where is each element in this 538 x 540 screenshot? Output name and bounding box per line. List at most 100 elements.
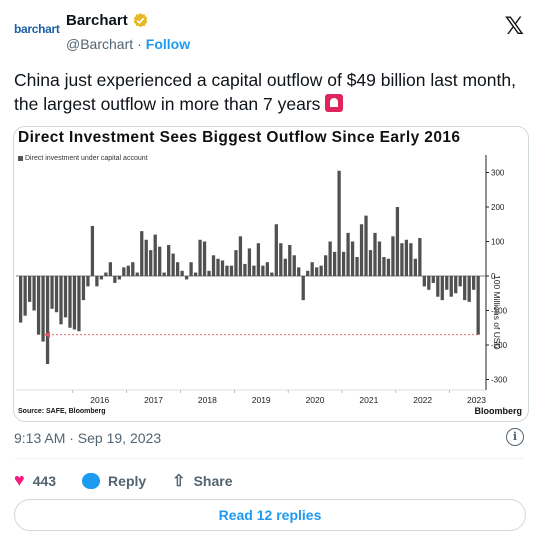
chart-source: Source: SAFE, Bloomberg [18,408,106,415]
bloomberg-brand: Bloomberg [474,406,522,416]
chart-bar [436,276,440,297]
handle-row: @Barchart · Follow [66,36,190,52]
chart-bar [184,276,189,280]
chart-bar [140,231,144,276]
x-tick-label: 2020 [306,395,325,405]
chart-bar [131,262,135,276]
chart-bar [467,276,471,302]
chart-bar [77,276,81,332]
x-logo-icon[interactable]: 𝕏 [504,12,524,40]
chart-bar [472,276,476,290]
chart-bar [45,276,50,364]
x-tick-label: 2018 [198,395,217,405]
chart-bar [283,258,287,276]
reference-arrow [44,331,50,338]
chart-bar [373,232,377,276]
chart-bar [144,239,148,276]
chart-bar [99,276,104,280]
chart-bar [252,265,256,276]
chart-bar [449,276,453,297]
chart-bar [350,241,355,276]
tweet-timestamp[interactable]: 9:13 AM · Sep 19, 2023 [14,430,162,446]
chart-bar [27,276,32,302]
chart-bar [386,258,391,276]
chart-bar [306,270,310,276]
x-tick-label: 2017 [144,395,163,405]
y-tick-label: -300 [491,376,508,385]
chart-bar [72,276,77,330]
chart-bar [440,276,444,301]
chart-bar [431,276,435,283]
chart-bar [95,276,99,287]
chart-bar [359,224,364,276]
y-tick-label: 200 [491,203,505,212]
chart-bar [301,276,305,301]
chart-bar [422,276,426,287]
barchart-avatar[interactable]: barchart [14,22,60,36]
x-tick-label: 2016 [90,395,109,405]
share-icon[interactable]: ⇧ [172,472,186,490]
chart-bar [220,260,225,276]
chart-bar [41,276,45,342]
chart-bar [418,238,422,276]
chart-bar [135,272,139,276]
chart-bar [346,232,350,276]
bar-chart: 300 200 100 0 -100 -200 -300 2016 2017 2018 2019 20… [16,155,508,405]
chart-bar [400,243,404,276]
chart-bar [81,276,86,301]
chart-bar [454,276,458,294]
rotating-light-icon [325,94,344,112]
info-icon[interactable]: i [506,428,524,446]
chart-bar [117,276,121,280]
chart-bar [261,265,265,276]
reply-action[interactable]: Reply [82,472,147,489]
chart-title: Direct Investment Sees Biggest Outflow S… [18,129,461,146]
share-action[interactable]: ⇧ Share [172,471,232,491]
chart-bar [234,250,238,276]
chart-bar [247,248,252,276]
tweet-header: barchart Barchart @Barchart · Follow 𝕏 [14,10,524,60]
chart-bar [404,239,409,276]
chart-bar [104,272,108,276]
author-name[interactable]: Barchart [66,12,128,29]
chart-bar [328,241,332,276]
y-tick-label: -200 [491,341,508,350]
author-handle: @Barchart [66,36,134,52]
y-tick-label: 0 [491,272,496,281]
chart-bar [445,276,449,290]
heart-icon[interactable]: ♥ [14,470,25,490]
share-label: Share [193,472,233,489]
chart-bar [207,270,211,276]
chart-bar [391,236,395,276]
follow-button[interactable]: Follow [145,36,191,52]
chart-bar [265,262,269,276]
chart-bar [180,270,184,276]
chart-bar [68,276,72,328]
chart-bar [108,262,112,276]
legend-swatch [18,156,23,161]
chart-bar [211,255,216,276]
chart-bar [162,272,166,276]
chart-bar [171,253,175,276]
read-replies-button[interactable]: Read 12 replies [14,499,526,531]
legend-label: Direct investment under capital account [25,155,148,162]
chart-bar [256,243,261,276]
chart-bar [50,276,54,309]
chart-legend: Direct investment under capital account [18,155,148,162]
chart-bar [198,239,202,276]
reply-bubble-icon[interactable] [82,472,101,489]
chart-bar [238,236,243,276]
chart-bar [59,276,63,325]
chart-image[interactable]: Direct Investment Sees Biggest Outflow S… [13,126,529,422]
chart-bar [36,276,41,335]
x-tick-label: 2022 [413,395,432,405]
chart-bar [332,251,337,276]
chart-bar [382,257,386,276]
chart-bar [395,207,400,276]
chart-bar [126,265,130,276]
x-tick-label: 2019 [252,395,271,405]
like-action[interactable]: ♥ 443 [14,470,56,491]
chart-bar [167,244,171,276]
reply-label: Reply [108,472,147,489]
chart-bar [216,258,220,276]
